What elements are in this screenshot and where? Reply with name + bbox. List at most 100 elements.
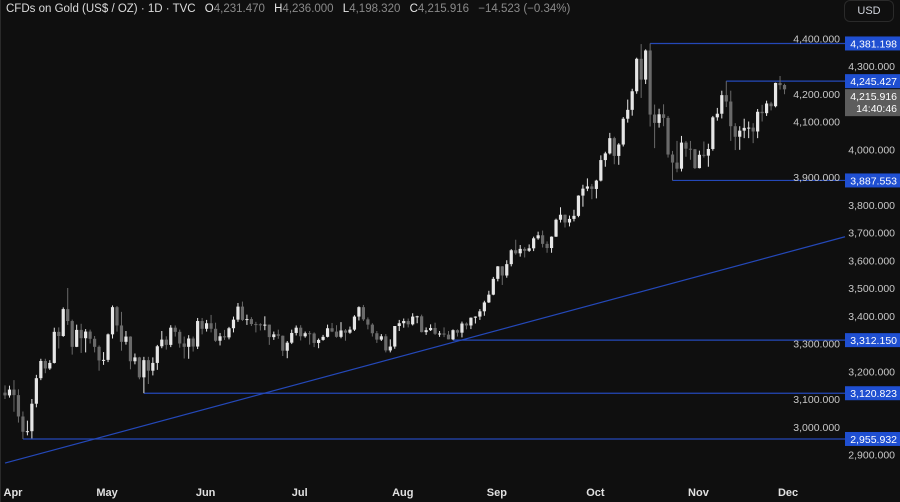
candle-body xyxy=(370,324,374,334)
candle-body xyxy=(487,294,491,303)
candle xyxy=(133,353,137,365)
candle-body xyxy=(240,306,245,320)
candle-body xyxy=(729,101,733,127)
candle-body xyxy=(747,127,751,129)
candle-body xyxy=(751,127,755,132)
candle-body xyxy=(160,339,164,347)
price-tick-label: 3,100.000 xyxy=(793,394,840,406)
candle xyxy=(697,150,701,169)
candle-body xyxy=(330,328,334,332)
candle-body xyxy=(101,359,106,361)
candle-body xyxy=(57,331,61,337)
candle-body xyxy=(541,235,545,244)
candle xyxy=(249,317,253,327)
candle-body xyxy=(258,324,262,326)
candle-body xyxy=(760,111,764,114)
candle xyxy=(209,314,213,333)
candle xyxy=(361,304,365,322)
candle-body xyxy=(281,335,285,351)
close-label: C xyxy=(409,3,418,15)
candle xyxy=(160,331,164,349)
candle xyxy=(603,151,607,167)
candle xyxy=(487,290,491,303)
symbol-title[interactable]: CFDs on Gold (US$ / OZ) · 1D · TVC xyxy=(6,3,196,15)
candle xyxy=(191,336,195,352)
candle-body xyxy=(34,378,38,404)
candle-body xyxy=(285,342,289,351)
candle xyxy=(12,380,16,412)
candle xyxy=(437,331,442,337)
candle xyxy=(21,411,25,439)
candle xyxy=(106,333,110,363)
candle-body xyxy=(254,324,258,326)
candle-body xyxy=(343,330,348,333)
candle-body xyxy=(639,58,643,80)
candle-body xyxy=(155,346,159,363)
candle-body xyxy=(187,338,191,347)
candle-body xyxy=(402,321,406,324)
candle xyxy=(48,360,52,370)
candle-body xyxy=(411,316,415,325)
high-label: H xyxy=(274,3,283,15)
price-tick-label: 4,200.000 xyxy=(793,89,840,101)
candle-body xyxy=(715,113,719,118)
candle-body xyxy=(66,309,70,322)
candle-body xyxy=(617,144,621,156)
level-price-label: 3,887.553 xyxy=(850,175,897,187)
price-tick-label: 3,900.000 xyxy=(793,172,840,184)
candle xyxy=(357,306,361,321)
candle-body xyxy=(128,336,133,362)
candle xyxy=(635,57,639,94)
price-tick-label: 3,300.000 xyxy=(793,339,840,351)
candle xyxy=(509,249,513,267)
candle-body xyxy=(514,250,518,254)
candle xyxy=(200,317,204,335)
candle-body xyxy=(769,103,773,107)
candle-body xyxy=(693,149,697,169)
candle xyxy=(612,136,616,165)
candle xyxy=(424,327,428,335)
price-tick-label: 3,800.000 xyxy=(848,200,895,212)
candle-body xyxy=(509,250,513,265)
candle-body xyxy=(491,278,495,295)
candle xyxy=(532,236,536,252)
candle-body xyxy=(558,214,563,220)
candle-body xyxy=(79,329,83,339)
open-label: O xyxy=(204,3,214,15)
level-price-label: 4,245.427 xyxy=(850,76,897,88)
candle xyxy=(594,179,598,199)
candle-body xyxy=(778,82,782,86)
candle-body xyxy=(164,339,168,345)
candle-body xyxy=(384,336,388,351)
candle xyxy=(567,215,572,227)
candle xyxy=(724,81,728,108)
candle xyxy=(110,305,115,339)
month-label: May xyxy=(96,487,118,499)
candle-body xyxy=(133,357,137,362)
candle-body xyxy=(473,316,477,318)
candle xyxy=(281,335,285,356)
candle xyxy=(621,117,625,147)
bar-countdown: 14:40:46 xyxy=(856,103,897,115)
candle xyxy=(670,150,675,181)
candle xyxy=(514,239,518,255)
month-label: Apr xyxy=(4,487,24,499)
time-axis[interactable]: Apr May Jun Jul Aug Sep Oct Nov Dec xyxy=(4,487,799,499)
currency-button[interactable]: USD xyxy=(844,0,894,22)
candle xyxy=(527,244,531,252)
month-label: Nov xyxy=(688,487,710,499)
candle xyxy=(406,318,410,328)
candle xyxy=(7,385,12,398)
candle-body xyxy=(720,95,724,114)
price-axis[interactable]: 4,400.000 4,300.000 4,200.000 4,100.000 4,00… xyxy=(793,33,895,461)
candle xyxy=(644,49,648,85)
candle xyxy=(352,315,357,332)
candle-body xyxy=(325,328,330,337)
candle-body xyxy=(191,338,195,347)
candle-body xyxy=(415,316,419,318)
candle-body xyxy=(290,332,294,343)
price-tick-label: 4,400.000 xyxy=(793,33,840,45)
candle xyxy=(254,321,258,333)
candle-body xyxy=(742,127,746,131)
